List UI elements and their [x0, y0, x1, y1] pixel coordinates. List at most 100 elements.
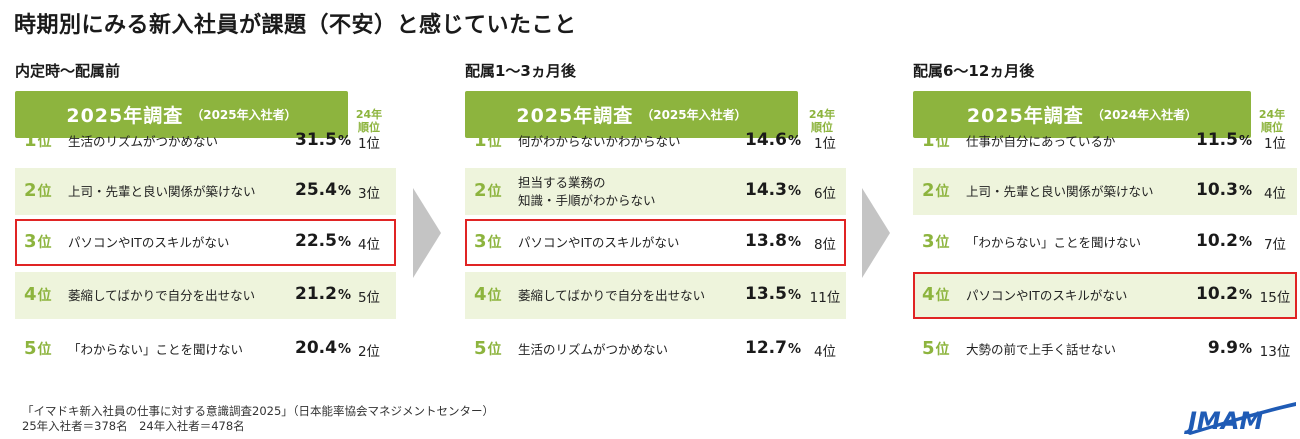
prev-rank-header: 24年 順位: [1254, 108, 1290, 134]
ranking-row: 5 位生活のリズムがつかめない 12.7% 4位: [465, 326, 846, 373]
item-label: 何がわからないかわからない: [518, 133, 681, 149]
rank-suffix: 位: [37, 134, 52, 150]
ranking-row: 1 位生活のリズムがつかめない 31.5% 1位: [15, 118, 396, 165]
percentage-unit: %: [337, 184, 351, 199]
phase-label: 内定時～配属前: [15, 62, 121, 80]
rank-suffix: 位: [935, 134, 950, 150]
jmam-logo: JMAM: [1184, 402, 1296, 435]
survey-header: 2025年調査 （2025年入社者）: [15, 91, 348, 138]
percentage-value: 10.2: [1196, 284, 1238, 304]
percentage-unit: %: [1238, 184, 1252, 199]
phase-label: 配属1～3ヵ月後: [465, 62, 576, 80]
rank-suffix: 位: [935, 235, 950, 251]
rank-suffix: 位: [935, 288, 950, 304]
rank-number: 4: [24, 284, 37, 305]
percentage-value: 14.3: [745, 180, 787, 200]
ranking-row: 2 位上司・先輩と良い関係が築けない 25.4% 3位: [15, 168, 396, 215]
survey-label: 2025年調査: [516, 105, 634, 127]
rank-number: 1: [922, 130, 935, 151]
item-label: パソコンやITのスキルがない: [966, 287, 1128, 303]
prev-year-rank: 6位: [813, 185, 837, 202]
ranking-row-highlighted: 3 位パソコンやITのスキルがない 13.8% 8位: [465, 219, 846, 266]
prev-year-rank: 1位: [357, 135, 381, 152]
percentage: 12.7%: [745, 326, 801, 373]
prev-year-rank: 11位: [809, 289, 841, 306]
page-title: 時期別にみる新入社員が課題（不安）と感じていたこと: [14, 13, 577, 38]
percentage: 10.2%: [1196, 219, 1252, 266]
survey-sub: （2025年入社者）: [641, 108, 747, 122]
percentage: 25.4%: [295, 168, 351, 215]
rank-suffix: 位: [37, 235, 52, 251]
percentage-unit: %: [1238, 342, 1252, 357]
prev-year-rank: 1位: [813, 135, 837, 152]
rank-suffix: 位: [487, 184, 502, 200]
percentage: 9.9%: [1208, 326, 1252, 373]
rank-suffix: 位: [935, 342, 950, 358]
ranking-row: 2 位担当する業務の 知識・手順がわからない 14.3% 6位: [465, 168, 846, 215]
item-label: 生活のリズムがつかめない: [518, 341, 669, 357]
percentage: 21.2%: [295, 272, 351, 319]
rank-number: 5: [922, 338, 935, 359]
rank-suffix: 位: [935, 184, 950, 200]
item-label: 萎縮してばかりで自分を出せない: [68, 287, 256, 303]
item-label: 「わからない」ことを聞けない: [68, 341, 244, 357]
percentage: 22.5%: [295, 219, 351, 266]
survey-header: 2025年調査 （2024年入社者）: [913, 91, 1251, 138]
percentage-value: 31.5: [295, 130, 337, 150]
rank-number: 2: [474, 180, 487, 201]
item-label: パソコンやITのスキルがない: [518, 234, 680, 250]
percentage-unit: %: [787, 342, 801, 357]
percentage-value: 22.5: [295, 231, 337, 251]
arrow-right-icon: [862, 188, 890, 278]
arrow-right-icon: [413, 188, 441, 278]
percentage-value: 25.4: [295, 180, 337, 200]
percentage-unit: %: [337, 134, 351, 149]
rank-suffix: 位: [37, 184, 52, 200]
percentage: 10.3%: [1196, 168, 1252, 215]
percentage: 13.8%: [745, 219, 801, 266]
footnote-sample: 25年入社者＝378名 24年入社者＝478名: [22, 419, 245, 433]
percentage: 14.3%: [745, 168, 801, 215]
rank-suffix: 位: [487, 288, 502, 304]
percentage: 13.5%: [745, 272, 801, 319]
percentage-value: 13.8: [745, 231, 787, 251]
rank-number: 4: [922, 284, 935, 305]
prev-rank-header-line: 24年: [355, 108, 383, 121]
prev-year-rank: 4位: [357, 236, 381, 253]
rank-number: 5: [474, 338, 487, 359]
prev-rank-header-line: 順位: [811, 121, 833, 134]
percentage-unit: %: [337, 342, 351, 357]
ranking-row-highlighted: 4 位パソコンやITのスキルがない 10.2% 15位: [913, 272, 1297, 319]
ranking-row-highlighted: 3 位パソコンやITのスキルがない 22.5% 4位: [15, 219, 396, 266]
prev-year-rank: 5位: [357, 289, 381, 306]
rank-suffix: 位: [37, 342, 52, 358]
ranking-row: 4 位萎縮してばかりで自分を出せない 13.5% 11位: [465, 272, 846, 319]
item-label: 担当する業務の 知識・手順がわからない: [518, 174, 656, 208]
rank-number: 1: [474, 130, 487, 151]
percentage-unit: %: [1238, 235, 1252, 250]
prev-year-rank: 2位: [357, 343, 381, 360]
prev-year-rank: 7位: [1263, 236, 1287, 253]
footnote-source: 「イマドキ新入社員の仕事に対する意識調査2025」（日本能率協会マネジメントセン…: [22, 404, 495, 418]
survey-sub: （2025年入社者）: [191, 108, 297, 122]
percentage-unit: %: [787, 134, 801, 149]
survey-label: 2025年調査: [966, 105, 1084, 127]
item-label: 仕事が自分にあっているか: [966, 133, 1116, 149]
survey-label: 2025年調査: [66, 105, 184, 127]
percentage-value: 9.9: [1207, 338, 1238, 358]
rank-number: 4: [474, 284, 487, 305]
percentage: 10.2%: [1196, 272, 1252, 319]
ranking-row: 5 位大勢の前で上手く話せない 9.9% 13位: [913, 326, 1297, 373]
prev-rank-header-line: 24年: [1258, 108, 1286, 121]
percentage-value: 10.3: [1196, 180, 1238, 200]
